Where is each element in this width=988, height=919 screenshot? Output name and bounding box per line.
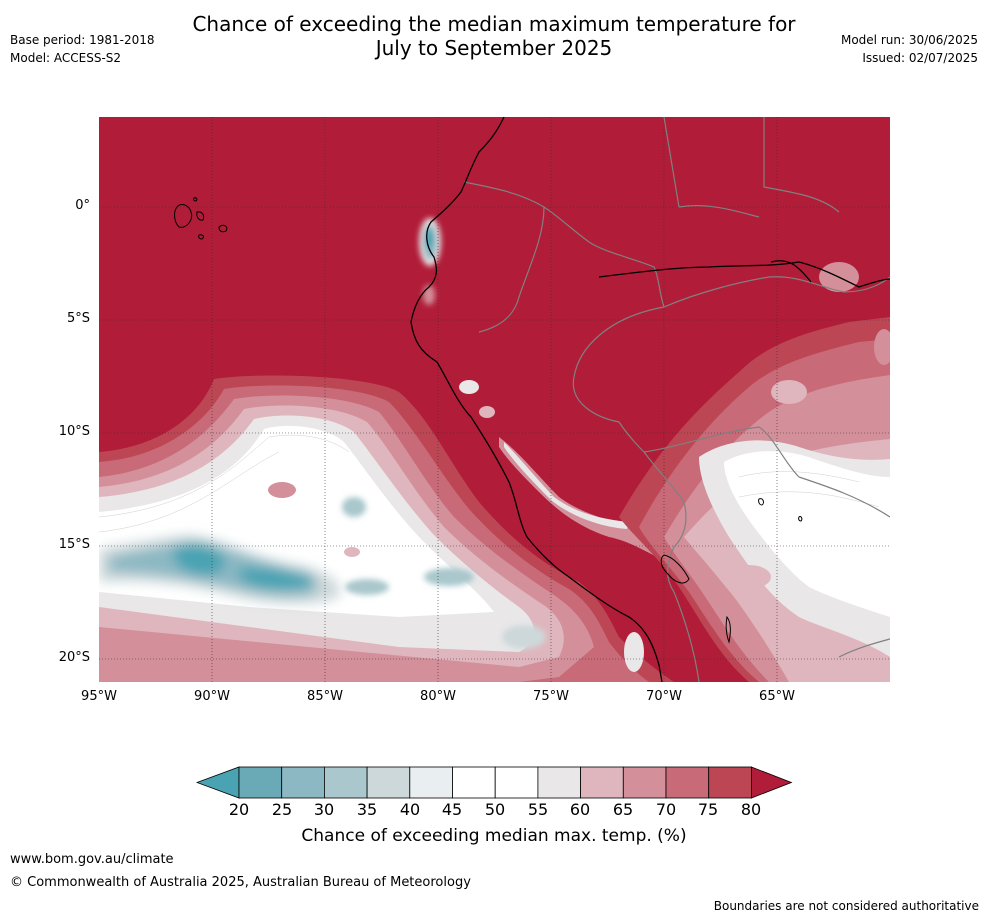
model-run: Model run: 30/06/2025 [840, 33, 978, 47]
colorbar-tick-20: 20 [228, 800, 250, 819]
lon-label-75w: 75°W [533, 689, 569, 704]
contour-lines [99, 435, 880, 533]
lat-label-15s: 15°S [58, 537, 90, 552]
meta-right: Model run: 30/06/2025 Issued: 02/07/2025 [841, 31, 978, 67]
colorbar-cell [452, 766, 496, 799]
meta-left: Base period: 1981-2018 Model: ACCESS-S2 [10, 31, 155, 67]
title-line-1: Chance of exceeding the median maximum t… [192, 12, 796, 36]
colorbar-tick-45: 45 [441, 800, 463, 819]
lake-titicaca [660, 498, 803, 644]
colorbar-cell [281, 766, 325, 799]
colorbar-tick-60: 60 [569, 800, 591, 819]
map-svg [99, 117, 890, 682]
colorbar-tick-25: 25 [271, 800, 293, 819]
coastline [410, 117, 890, 682]
colorbar-title: Chance of exceeding median max. temp. (%… [301, 826, 687, 846]
pacific-anomaly-field [99, 375, 674, 682]
lon-label-65w: 65°W [759, 689, 795, 704]
lat-label-0: 0° [75, 198, 90, 213]
colorbar-tick-40: 40 [399, 800, 421, 819]
colorbar-cell [494, 766, 539, 799]
colorbar [195, 766, 794, 804]
issued-date: Issued: 02/07/2025 [862, 51, 978, 65]
colorbar-tick-75: 75 [697, 800, 719, 819]
colorbar-cell [238, 766, 283, 799]
base-period: Base period: 1981-2018 [10, 33, 155, 47]
graticule [99, 117, 890, 682]
colorbar-tick-30: 30 [313, 800, 335, 819]
colorbar-cells [195, 766, 793, 799]
map-title: Chance of exceeding the median maximum t… [0, 12, 988, 60]
footer-url[interactable]: www.bom.gov.au/climate [10, 852, 174, 867]
footer-disclaimer: Boundaries are not considered authoritat… [713, 899, 979, 913]
colorbar-cell [537, 766, 581, 799]
colorbar-arrow-low [195, 766, 240, 799]
colorbar-cell [708, 766, 752, 799]
colorbar-tick-70: 70 [655, 800, 677, 819]
title-line-2: July to September 2025 [375, 36, 613, 60]
lon-label-90w: 90°W [194, 689, 230, 704]
lon-label-85w: 85°W [307, 689, 343, 704]
forecast-map [99, 117, 890, 682]
colorbar-svg [195, 766, 793, 799]
footer-copyright: © Commonwealth of Australia 2025, Austra… [10, 875, 471, 890]
lon-label-80w: 80°W [420, 689, 456, 704]
colorbar-arrow-high [751, 766, 793, 799]
colorbar-tick-50: 50 [484, 800, 506, 819]
country-borders [463, 117, 890, 682]
colorbar-tick-55: 55 [527, 800, 549, 819]
lon-label-95w: 95°W [81, 689, 117, 704]
lat-label-20s: 20°S [58, 650, 90, 665]
lon-label-70w: 70°W [646, 689, 682, 704]
colorbar-cell [409, 766, 453, 799]
model-name: Model: ACCESS-S2 [10, 51, 122, 65]
lat-label-10s: 10°S [58, 424, 90, 439]
colorbar-cell [622, 766, 667, 799]
lat-label-5s: 5°S [66, 311, 90, 326]
colorbar-cell [665, 766, 710, 799]
colorbar-tick-80: 80 [740, 800, 762, 819]
colorbar-tick-65: 65 [612, 800, 634, 819]
colorbar-cell [323, 766, 368, 799]
colorbar-tick-35: 35 [356, 800, 378, 819]
colorbar-cell [366, 766, 411, 799]
galapagos-islands [174, 197, 228, 240]
colorbar-cell [580, 766, 624, 799]
